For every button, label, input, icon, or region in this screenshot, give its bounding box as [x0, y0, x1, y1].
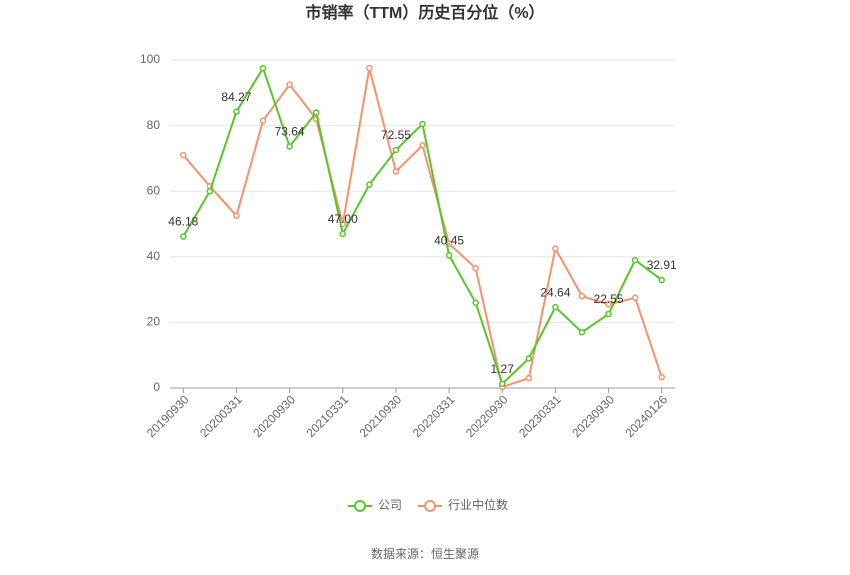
data-point: [312, 109, 320, 116]
data-point: [259, 64, 267, 72]
y-tick-label: 0: [153, 380, 160, 394]
data-point: [445, 252, 453, 259]
data-point: [525, 355, 533, 362]
data-point: [658, 373, 665, 381]
data-point: [339, 230, 347, 238]
data-point: [286, 143, 293, 150]
x-tick-label: 20200930: [250, 392, 298, 440]
data-point: [206, 187, 214, 195]
data-point: [578, 292, 586, 300]
x-tick-label: 20230930: [569, 392, 617, 440]
data-point: [233, 108, 240, 115]
x-tick-label: 20210331: [303, 392, 351, 440]
data-label: 22.55: [594, 292, 624, 306]
data-point: [286, 81, 293, 88]
series-line: [182, 65, 663, 386]
data-label: 47.00: [328, 212, 358, 226]
data-point: [366, 64, 373, 72]
data-point: [552, 245, 559, 252]
x-tick-label: 20190930: [144, 392, 192, 440]
data-point: [392, 146, 400, 154]
data-point: [419, 142, 426, 149]
data-label: 73.64: [275, 125, 305, 139]
y-tick-label: 60: [147, 183, 161, 197]
chart-title: 市销率（TTM）历史百分位（%）: [305, 3, 544, 22]
data-point: [552, 303, 559, 311]
data-label: 72.55: [381, 128, 411, 142]
y-tick-label: 20: [147, 315, 161, 329]
y-tick-label: 40: [147, 249, 161, 263]
legend-label: 行业中位数: [448, 497, 508, 512]
data-point: [631, 294, 639, 302]
data-point: [658, 276, 665, 284]
data-label: 40.45: [434, 233, 464, 247]
data-label: 46.18: [168, 215, 198, 229]
data-point: [605, 301, 612, 308]
legend-marker: [424, 500, 437, 512]
data-point: [419, 120, 426, 128]
x-tick-label: 20220930: [463, 392, 511, 440]
data-point: [472, 299, 479, 306]
data-point: [366, 181, 373, 188]
data-label: 32.91: [647, 258, 677, 272]
x-tick-label: 20230331: [516, 392, 564, 440]
data-point: [605, 310, 612, 318]
data-point: [525, 374, 533, 382]
data-point: [180, 233, 187, 240]
legend-label: 公司: [378, 498, 402, 512]
data-point: [233, 212, 240, 220]
x-tick-label: 20200331: [197, 392, 245, 440]
data-point: [392, 168, 400, 175]
x-tick-label: 20220331: [410, 392, 458, 440]
data-label: 24.64: [540, 285, 570, 299]
data-label: 1.27: [491, 362, 515, 376]
data-point: [259, 117, 267, 124]
data-point: [498, 380, 506, 388]
data-label: 84.27: [221, 90, 251, 104]
y-tick-label: 80: [147, 118, 161, 132]
data-point: [578, 328, 586, 336]
source: 数据来源：恒生聚源: [371, 546, 479, 561]
legend-marker: [354, 500, 366, 512]
x-tick-label: 20210930: [357, 392, 405, 440]
data-point: [472, 265, 479, 272]
series-line: [182, 67, 663, 389]
data-point: [180, 151, 187, 159]
data-point: [631, 256, 639, 264]
x-tick-label: 20240126: [622, 392, 670, 440]
y-tick-label: 100: [140, 52, 160, 66]
